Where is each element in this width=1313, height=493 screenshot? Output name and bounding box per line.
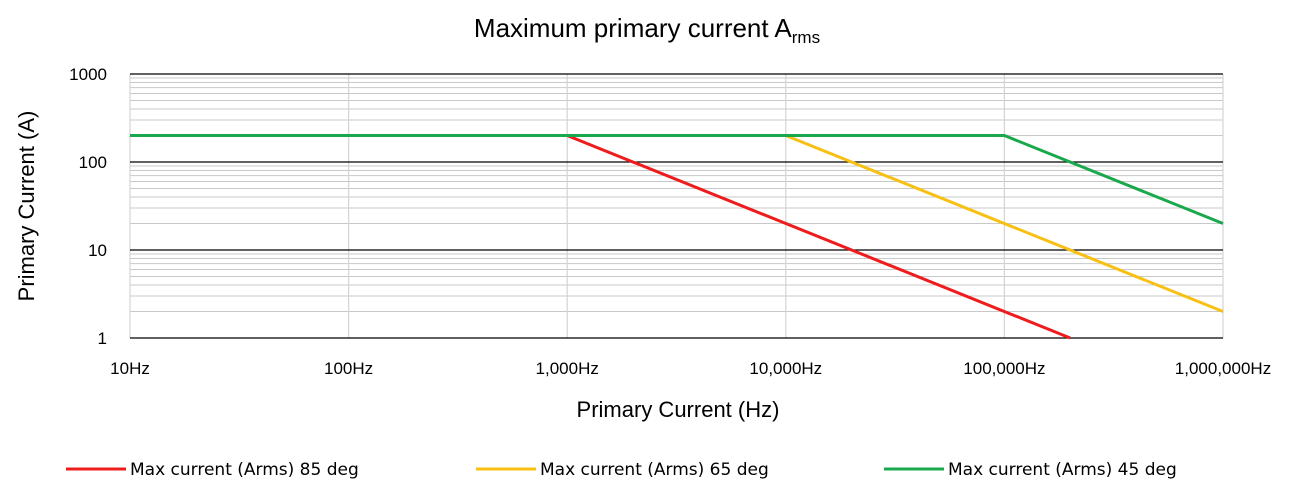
y-tick-label: 1 xyxy=(98,329,107,348)
chart-title-main: Maximum primary current A xyxy=(474,13,792,43)
chart-title-subscript: rms xyxy=(792,28,820,47)
x-tick-label: 1,000Hz xyxy=(536,359,599,378)
gridlines xyxy=(129,73,1224,339)
legend-label-2: Max current (Arms) 65 deg xyxy=(540,460,769,480)
y-tick-label: 10 xyxy=(88,241,107,260)
chart-title: Maximum primary current Arms xyxy=(474,13,820,47)
x-axis-title: Primary Current (Hz) xyxy=(577,397,780,422)
series-line-3 xyxy=(130,134,1224,225)
x-tick-labels: 10Hz 100Hz 1,000Hz 10,000Hz 100,000Hz 1,000,0… xyxy=(110,359,1271,378)
legend: Max current (Arms) 85 deg Max current (Ar… xyxy=(66,460,1177,480)
legend-label-1: Max current (Arms) 85 deg xyxy=(130,460,359,480)
x-tick-label: 10,000Hz xyxy=(749,359,822,378)
y-tick-label: 100 xyxy=(79,153,107,172)
legend-label-3: Max current (Arms) 45 deg xyxy=(948,460,1177,480)
y-tick-label: 1000 xyxy=(69,65,107,84)
series-lines xyxy=(130,134,1224,340)
y-tick-labels: 1 10 100 1000 xyxy=(69,65,107,348)
y-axis-title: Primary Current (A) xyxy=(14,111,39,302)
x-tick-label: 100Hz xyxy=(324,359,373,378)
x-tick-label: 100,000Hz xyxy=(963,359,1045,378)
x-tick-label: 1,000,000Hz xyxy=(1175,359,1271,378)
x-tick-label: 10Hz xyxy=(110,359,150,378)
